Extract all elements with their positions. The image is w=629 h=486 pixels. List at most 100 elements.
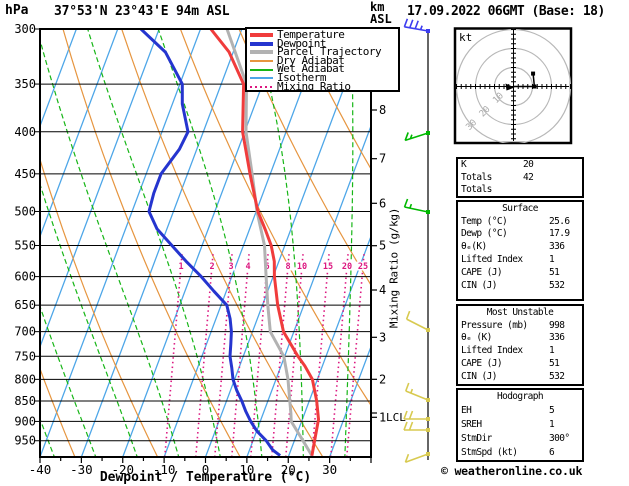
row-label: SREH [461,418,482,430]
legend-item: Isotherm [249,70,398,84]
svg-text:1: 1 [379,410,386,424]
row-label: K [461,159,467,170]
svg-text:0: 0 [202,462,210,477]
table-row: Lifted Index 1 [458,254,582,267]
legend-label: Wet Adiabat [277,62,345,76]
hodograph-unit-label: kt [459,31,473,44]
wind-barbs [403,18,430,463]
svg-text:8: 8 [285,262,290,272]
km-unit-label: km [370,0,385,14]
svg-text:550: 550 [14,239,36,253]
svg-text:4: 4 [379,283,386,297]
legend-swatch [250,41,273,46]
row-value: 300° [549,432,570,444]
legend-label: Temperature [277,28,345,41]
wet-adiabat-lines [40,29,354,457]
legend-label: Dry Adiabat [277,53,345,67]
svg-text:500: 500 [14,204,36,218]
svg-text:2: 2 [379,372,386,386]
isotherm-lines [40,29,371,457]
temperature-tick-labels: -40 -30 -20 -10 0 10 20 30 [29,457,372,477]
row-value: 532 [549,371,565,383]
table-row: Totals Totals 42 [458,171,582,196]
svg-text:950: 950 [14,434,36,448]
table-hodograph: Hodograph EH 5 SREH 1 StmDir 300° StmSpd (kt) 6 [456,388,584,462]
row-label: Lifted Index [461,345,523,357]
svg-text:-20: -20 [111,462,134,477]
table-row: CIN (J) 532 [458,280,582,293]
storm-motion-marker [505,83,515,91]
legend-item: Temperature [249,28,398,41]
legend-label: Dewpoint [277,36,326,50]
altitude-axis-unit: km ASL [370,1,392,25]
mixing-ratio-axis-label: Mixing Ratio (g/kg) [387,207,401,329]
pressure-axis-unit: hPa [5,3,29,18]
legend-swatch [250,77,273,80]
table-title: Most Unstable [486,307,554,318]
row-label: CAPE (J) [461,358,503,370]
svg-text:25: 25 [358,262,368,272]
lcl-label: LCL [386,411,406,424]
svg-text:700: 700 [14,325,36,339]
row-label: θₑ(K) [461,241,487,253]
svg-text:15: 15 [323,262,333,272]
legend-swatch [250,68,273,71]
row-value: 336 [549,332,565,344]
table-most-unstable: Most Unstable Pressure (mb) 998 θₑ (K) 336 Li… [456,304,584,386]
svg-text:7: 7 [379,152,386,166]
table-row: StmDir 300° [458,432,582,446]
row-value: 1 [549,254,555,266]
svg-text:1: 1 [178,262,183,272]
row-label: Temp (°C) [461,215,508,227]
row-label: PW (cm) [461,197,523,198]
table-row: Pressure (mb) 998 [458,320,582,333]
svg-text:600: 600 [14,270,36,284]
parcel-trajectory-curve [225,29,314,457]
row-label: StmDir [461,432,492,444]
row-value: 336 [549,241,565,253]
dewpoint-curve [139,29,282,457]
table-row: PW (cm)2.17 [458,197,582,198]
legend-item: Dewpoint [249,36,398,50]
asl-unit-label: ASL [370,12,392,26]
svg-text:2: 2 [209,262,214,272]
row-label: CAPE (J) [461,267,503,279]
svg-text:650: 650 [14,298,36,312]
station-title: 37°53'N 23°43'E 94m ASL [54,4,230,19]
sounding-curves [139,29,320,457]
row-value: 20 [523,159,534,170]
svg-text:400: 400 [14,125,36,139]
row-value: 17.9 [549,228,570,240]
svg-text:-10: -10 [153,462,176,477]
table-row: θₑ(K) 336 [458,241,582,254]
svg-text:750: 750 [14,349,36,363]
table-row: CAPE (J) 51 [458,267,582,280]
row-value: 6 [549,447,555,459]
legend-label: Isotherm [277,70,326,84]
table-row: Lifted Index 1 [458,345,582,358]
table-title: Surface [502,203,538,214]
svg-text:900: 900 [14,414,36,428]
legend-item: Parcel Trajectory [249,46,398,57]
row-value: 5 [549,404,555,416]
svg-text:850: 850 [14,394,36,408]
legend-item: Mixing Ratio [249,81,398,91]
row-label: StmSpd (kt) [461,447,518,459]
svg-text:10: 10 [297,262,307,272]
svg-text:3: 3 [228,262,233,272]
row-value: 42 [523,171,534,183]
svg-text:3: 3 [379,330,386,344]
table-row: Temp (°C) 25.6 [458,216,582,229]
row-label: CIN (J) [461,280,497,292]
km-axis-labels: 8 7 6 5 4 3 2 1 LCL [371,103,406,424]
table-indices: K 20 Totals Totals 42 PW (cm)2.17 [456,157,584,198]
row-value: 51 [549,267,560,279]
row-value: 998 [549,319,565,331]
svg-text:4: 4 [245,262,250,272]
pressure-tick-labels: 300 350 400 450 500 550 600 650 700 750 800 850 900 9… [14,22,40,448]
svg-text:20: 20 [281,462,296,477]
legend-swatch [250,85,273,88]
x-axis-label: Dewpoint / Temperature (°C) [99,470,312,485]
